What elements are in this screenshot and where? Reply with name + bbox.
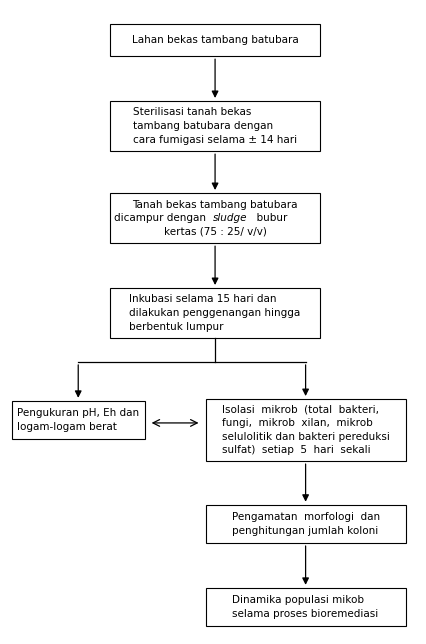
FancyBboxPatch shape: [109, 24, 320, 56]
Text: bubur: bubur: [250, 213, 287, 223]
Text: Tanah bekas tambang batubara: Tanah bekas tambang batubara: [132, 200, 297, 210]
FancyBboxPatch shape: [12, 401, 144, 439]
Text: Pengukuran pH, Eh dan
logam-logam berat: Pengukuran pH, Eh dan logam-logam berat: [17, 408, 139, 431]
FancyBboxPatch shape: [205, 588, 405, 626]
Text: Inkubasi selama 15 hari dan
dilakukan penggenangan hingga
berbentuk lumpur: Inkubasi selama 15 hari dan dilakukan pe…: [129, 294, 300, 332]
FancyBboxPatch shape: [109, 193, 320, 243]
Text: kertas (75 : 25/ v/v): kertas (75 : 25/ v/v): [163, 226, 266, 236]
Text: sludge: sludge: [213, 213, 247, 223]
Text: Dinamika populasi mikob
selama proses bioremediasi: Dinamika populasi mikob selama proses bi…: [232, 595, 378, 619]
Text: Lahan bekas tambang batubara: Lahan bekas tambang batubara: [131, 35, 298, 45]
Text: dicampur dengan: dicampur dengan: [114, 213, 213, 223]
FancyBboxPatch shape: [205, 399, 405, 461]
FancyBboxPatch shape: [109, 101, 320, 151]
FancyBboxPatch shape: [109, 288, 320, 338]
Text: Isolasi  mikrob  (total  bakteri,
fungi,  mikrob  xilan,  mikrob
selulolitik dan: Isolasi mikrob (total bakteri, fungi, mi…: [221, 404, 389, 455]
Text: Sterilisasi tanah bekas
tambang batubara dengan
cara fumigasi selama ± 14 hari: Sterilisasi tanah bekas tambang batubara…: [133, 108, 296, 145]
Text: Pengamatan  morfologi  dan
penghitungan jumlah koloni: Pengamatan morfologi dan penghitungan ju…: [231, 512, 379, 536]
FancyBboxPatch shape: [205, 504, 405, 543]
